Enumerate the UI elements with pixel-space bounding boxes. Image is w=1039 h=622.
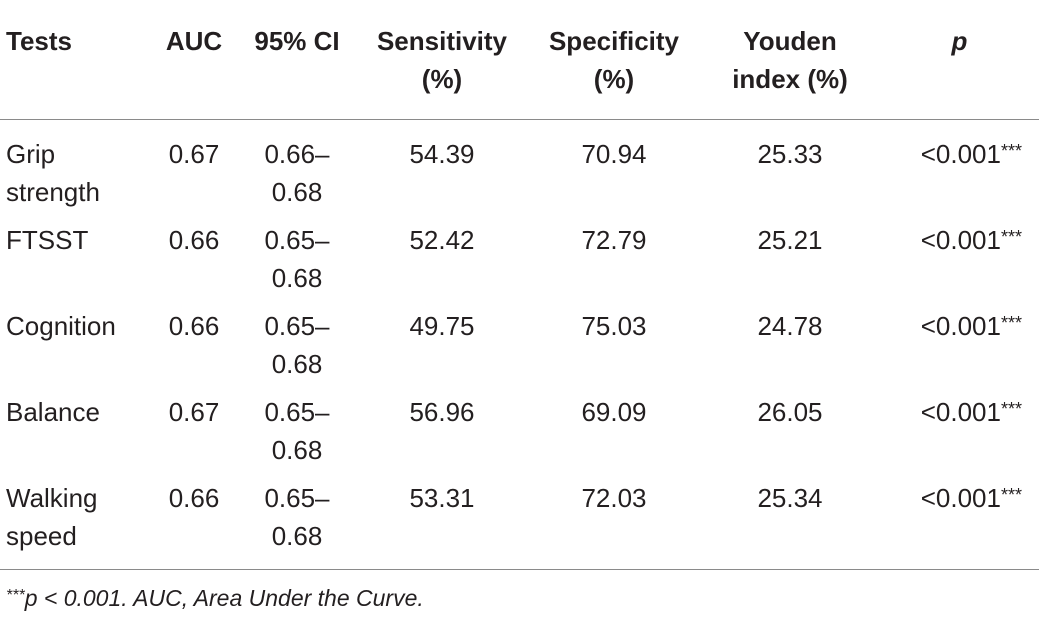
cell-p: <0.001*** <box>880 393 1039 479</box>
test-name-line1: FTSST <box>6 225 89 255</box>
test-name-line1: Walking <box>6 483 98 513</box>
cell-sensitivity: 54.39 <box>409 139 475 169</box>
header-auc-label: AUC <box>165 26 223 56</box>
significance-marker: *** <box>1000 399 1022 419</box>
cell-test: Cognition <box>0 307 150 393</box>
test-name-line1: Cognition <box>6 311 116 341</box>
cell-ci: 0.65– 0.68 <box>238 393 356 479</box>
cell-auc: 0.66 <box>168 311 220 341</box>
cell-sensitivity: 53.31 <box>356 479 528 570</box>
cell-ci: 0.65– 0.68 <box>238 221 356 307</box>
header-specificity-line1: Specificity <box>548 26 680 56</box>
cell-test: FTSST <box>0 221 150 307</box>
cell-test: Balance <box>0 393 150 479</box>
test-name-line1: Balance <box>6 397 100 427</box>
ci-upper: 0.68 <box>271 263 323 293</box>
footnote-text: p < 0.001. AUC, Area Under the Curve. <box>24 585 424 611</box>
table-row: Walking speed 0.66 0.65– 0.68 53.31 72.0… <box>0 479 1039 570</box>
cell-auc: 0.66 <box>150 479 238 570</box>
table-body: Grip strength 0.67 0.66– 0.68 54.39 70.9… <box>0 120 1039 570</box>
cell-sensitivity: 52.42 <box>409 225 475 255</box>
cell-test: Grip strength <box>0 120 150 222</box>
significance-marker: *** <box>1000 313 1022 333</box>
cell-youden: 25.21 <box>757 225 823 255</box>
cell-ci: 0.65– 0.68 <box>238 307 356 393</box>
significance-marker: *** <box>1000 485 1022 505</box>
cell-p: <0.001*** <box>880 120 1039 222</box>
header-tests: Tests <box>0 0 150 120</box>
significance-marker: *** <box>1000 227 1022 247</box>
cell-youden: 25.34 <box>700 479 880 570</box>
header-auc: AUC <box>150 0 238 120</box>
cell-specificity: 70.94 <box>581 139 647 169</box>
significance-marker: *** <box>1000 141 1022 161</box>
header-sensitivity-line1: Sensitivity <box>376 26 508 56</box>
header-sensitivity: Sensitivity (%) <box>356 0 528 120</box>
test-name-line1: Grip <box>6 139 56 169</box>
cell-auc: 0.66 <box>168 225 220 255</box>
cell-auc: 0.67 <box>168 139 220 169</box>
p-value: <0.001 <box>920 139 1001 169</box>
p-value: <0.001 <box>920 311 1001 341</box>
cell-specificity: 72.79 <box>581 225 647 255</box>
cell-sensitivity: 49.75 <box>409 311 475 341</box>
p-value: <0.001 <box>920 483 1001 513</box>
header-tests-label: Tests <box>6 26 72 56</box>
header-youden: Youden index (%) <box>700 0 880 120</box>
ci-upper: 0.68 <box>271 177 323 207</box>
header-row: Tests AUC 95% CI Sensitivity (%) Specifi… <box>0 0 1039 120</box>
header-p-label: p <box>951 26 968 56</box>
table-header: Tests AUC 95% CI Sensitivity (%) Specifi… <box>0 0 1039 120</box>
ci-upper: 0.68 <box>271 435 323 465</box>
header-p: p <box>880 0 1039 120</box>
table-footnote: ***p < 0.001. AUC, Area Under the Curve. <box>6 585 424 612</box>
cell-youden: 25.33 <box>757 139 823 169</box>
header-specificity: Specificity (%) <box>528 0 700 120</box>
table-row: Balance 0.67 0.65– 0.68 56.96 69.09 26.0… <box>0 393 1039 479</box>
cell-ci: 0.65– 0.68 <box>238 479 356 570</box>
roc-results-table: Tests AUC 95% CI Sensitivity (%) Specifi… <box>0 0 1039 570</box>
footnote-marker: *** <box>6 587 25 604</box>
header-specificity-line2: (%) <box>593 64 635 94</box>
cell-ci: 0.66– 0.68 <box>238 120 356 222</box>
results-table-container: Tests AUC 95% CI Sensitivity (%) Specifi… <box>0 0 1039 570</box>
test-name-line2: strength <box>6 177 100 207</box>
cell-sensitivity: 56.96 <box>409 397 475 427</box>
ci-upper: 0.68 <box>271 349 323 379</box>
ci-lower: 0.65– <box>264 311 330 341</box>
cell-auc: 0.67 <box>168 397 220 427</box>
header-ci: 95% CI <box>238 0 356 120</box>
cell-youden: 26.05 <box>757 397 823 427</box>
cell-test: Walking speed <box>0 479 150 570</box>
ci-lower: 0.66– <box>264 139 330 169</box>
header-youden-line2: index (%) <box>732 64 848 94</box>
test-name-line2: speed <box>6 521 77 551</box>
cell-specificity: 75.03 <box>581 311 647 341</box>
cell-p: <0.001*** <box>880 307 1039 393</box>
header-sensitivity-line2: (%) <box>421 64 463 94</box>
header-ci-label: 95% CI <box>254 26 340 56</box>
ci-lower: 0.65– <box>264 225 330 255</box>
p-value: <0.001 <box>920 225 1001 255</box>
p-value: <0.001 <box>920 397 1001 427</box>
ci-lower: 0.65– <box>264 483 330 513</box>
cell-youden: 24.78 <box>757 311 823 341</box>
table-row: FTSST 0.66 0.65– 0.68 52.42 72.79 25.21 … <box>0 221 1039 307</box>
ci-lower: 0.65– <box>264 397 330 427</box>
table-row: Cognition 0.66 0.65– 0.68 49.75 75.03 24… <box>0 307 1039 393</box>
cell-specificity: 69.09 <box>581 397 647 427</box>
table-row: Grip strength 0.67 0.66– 0.68 54.39 70.9… <box>0 120 1039 222</box>
cell-specificity: 72.03 <box>528 479 700 570</box>
cell-p: <0.001*** <box>880 221 1039 307</box>
ci-upper: 0.68 <box>271 521 323 551</box>
header-youden-line1: Youden <box>743 26 837 56</box>
cell-p: <0.001*** <box>880 479 1039 570</box>
